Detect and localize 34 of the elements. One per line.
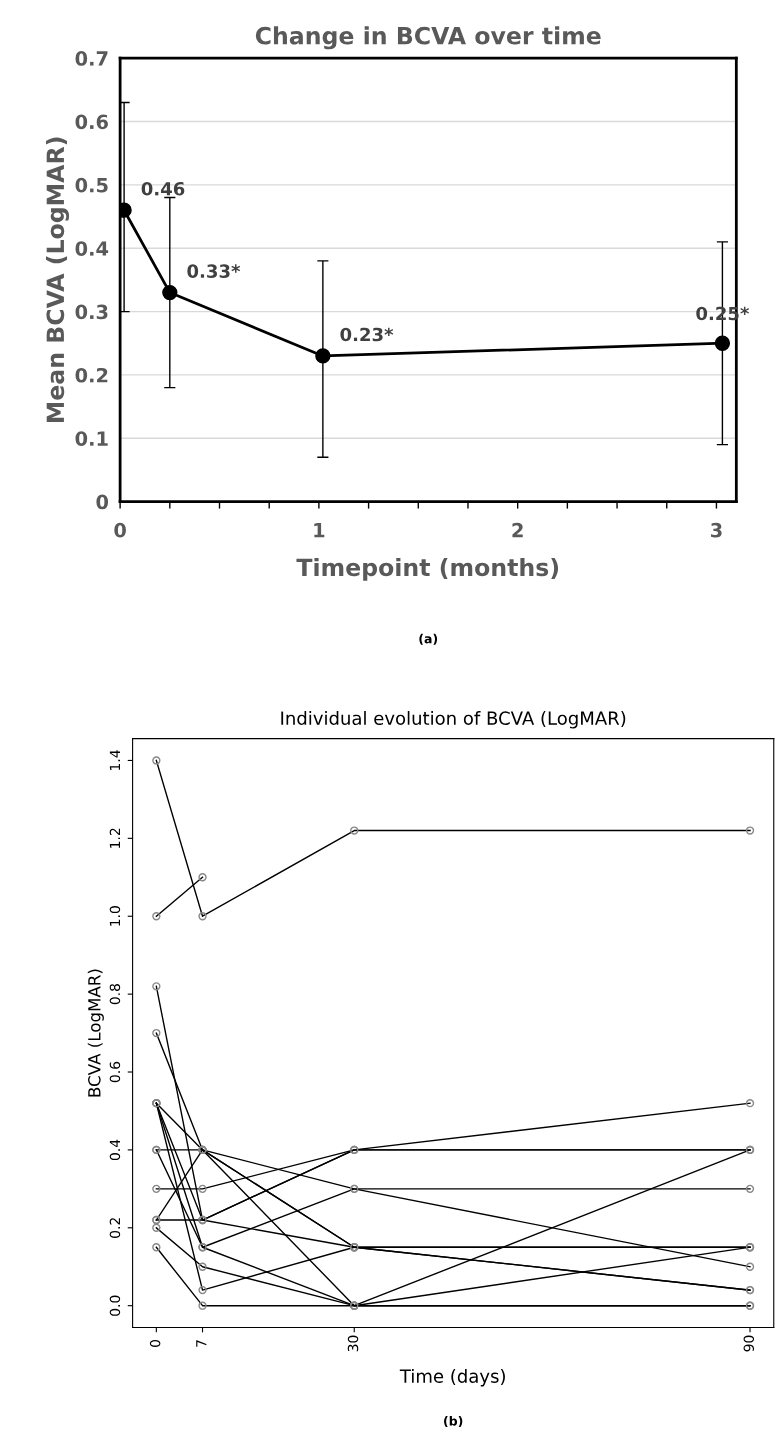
text: (b) — [444, 1415, 463, 1428]
y-tick-label: 0.8 — [109, 984, 121, 1005]
y-tick-label: 0 — [96, 494, 109, 510]
y-tick-label: 0.1 — [75, 431, 108, 446]
y-tick-label: 0.4 — [75, 241, 109, 256]
x-tick-label: 3 — [710, 522, 722, 538]
data-label: 0.46 — [141, 181, 185, 196]
x-tick-label: 0 — [149, 1339, 161, 1347]
chart-title: Change in BCVA over time — [255, 26, 601, 50]
x-tick-label: 90 — [743, 1335, 755, 1352]
y-tick-label: 0.4 — [109, 1139, 121, 1161]
x-tick-label: 7 — [196, 1340, 207, 1347]
x-tick-label: 1 — [314, 523, 325, 538]
x-tick-label: 2 — [512, 522, 523, 538]
y-axis-title: Mean BCVA (LogMAR) — [46, 137, 70, 423]
data-label: 0.23* — [340, 327, 394, 342]
y-tick-label: 0.0 — [109, 1295, 121, 1316]
y-axis-title: BCVA (LogMAR) — [87, 969, 104, 1097]
x-axis-title: Timepoint (months) — [296, 557, 559, 581]
chart-title: Individual evolution of BCVA (LogMAR) — [281, 711, 626, 729]
y-tick-label: 1.2 — [109, 828, 120, 848]
y-tick-label: 0.5 — [75, 177, 108, 193]
y-tick-label: 0.7 — [75, 51, 108, 66]
y-tick-label: 0.2 — [75, 367, 108, 383]
data-label: 0.33* — [187, 264, 241, 278]
x-tick-label: 30 — [347, 1335, 359, 1352]
y-tick-label: 0.2 — [109, 1218, 121, 1238]
y-tick-label: 0.6 — [109, 1061, 121, 1083]
y-tick-label: 1.4 — [109, 750, 120, 770]
y-tick-label: 1.0 — [109, 906, 121, 926]
y-tick-label: 0.6 — [75, 114, 108, 130]
y-tick-label: 0.3 — [75, 304, 108, 320]
x-axis-title: Time (days) — [399, 1368, 505, 1387]
text: (a) — [419, 633, 438, 645]
